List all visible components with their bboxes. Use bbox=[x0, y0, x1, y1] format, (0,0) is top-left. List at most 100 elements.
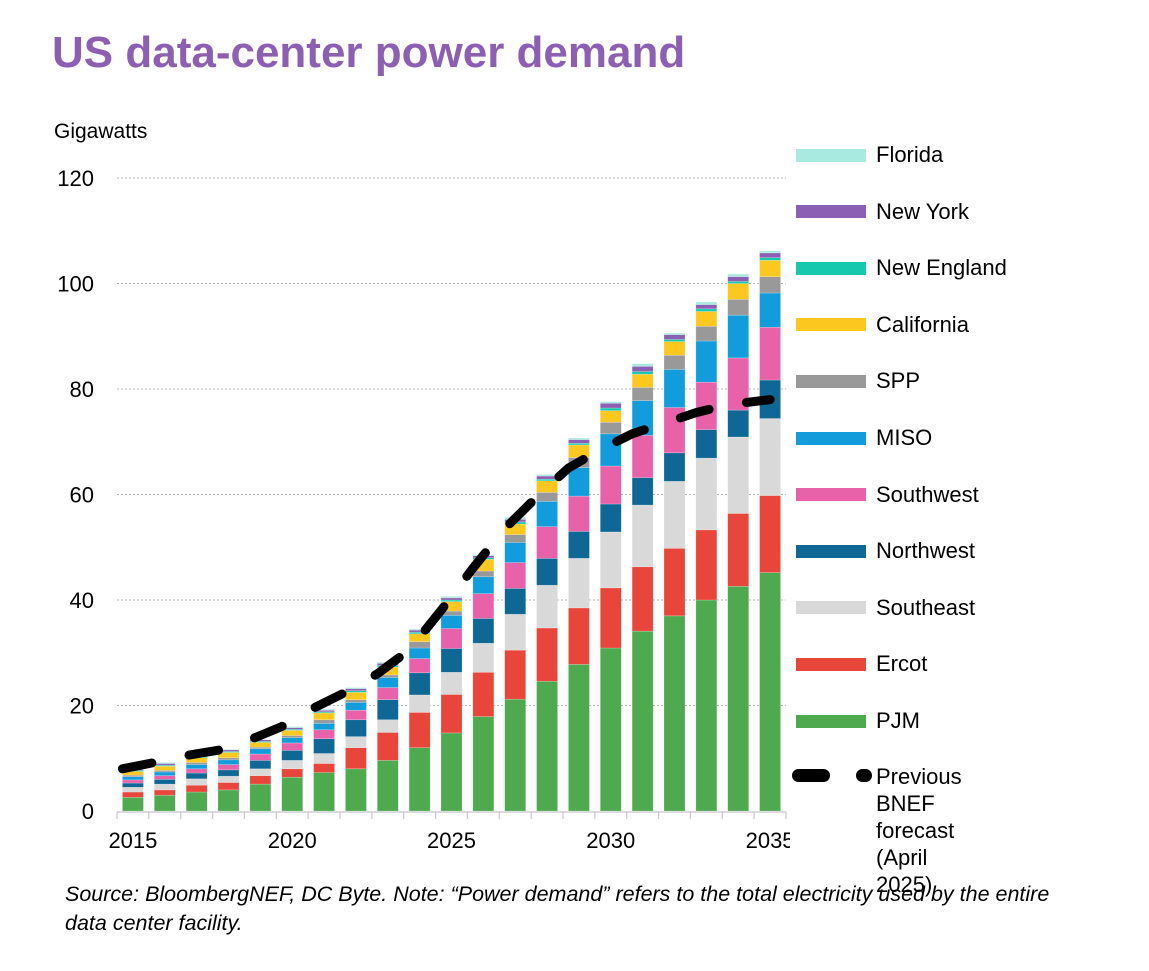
bar-segment-southeast bbox=[472, 642, 495, 673]
bar-segment-southwest bbox=[376, 687, 399, 701]
bar-segment-northwest bbox=[568, 531, 590, 559]
legend-label: Southeast bbox=[876, 594, 976, 620]
bar-segment-ercot bbox=[631, 566, 654, 632]
bar-segment-miso bbox=[313, 723, 335, 731]
bar-segment-ercot bbox=[536, 627, 558, 682]
bar-segment-ercot bbox=[345, 747, 367, 770]
bar-segment-ercot bbox=[440, 694, 463, 734]
bar-stack-2031 bbox=[631, 363, 654, 812]
bar-segment-northwest bbox=[313, 738, 335, 754]
bar-segment-new-york bbox=[536, 475, 558, 480]
bar-segment-ercot bbox=[408, 712, 431, 748]
bar-segment-southeast bbox=[695, 457, 718, 531]
legend-swatch bbox=[796, 714, 866, 728]
bar-segment-california bbox=[345, 692, 367, 700]
legend-swatch bbox=[796, 544, 866, 558]
x-tick-label: 2025 bbox=[427, 828, 476, 853]
bar-segment-pjm bbox=[217, 789, 240, 812]
bar-segment-pjm bbox=[536, 680, 558, 812]
bar-segment-spp bbox=[185, 762, 208, 765]
y-tick-label: 40 bbox=[70, 588, 94, 613]
bar-segment-pjm bbox=[408, 747, 431, 812]
legend-label: Ercot bbox=[876, 651, 928, 677]
bar-segment-new-england bbox=[727, 281, 750, 284]
bar-segment-northwest bbox=[663, 452, 686, 482]
bar-segment-southwest bbox=[281, 742, 304, 751]
bar-segment-miso bbox=[695, 340, 718, 383]
bar-segment-new-york bbox=[631, 366, 654, 372]
y-axis-label: Gigawatts bbox=[54, 120, 148, 143]
bar-stack-2019 bbox=[249, 739, 272, 812]
bar-segment-pjm bbox=[440, 732, 463, 812]
bar-segment-pjm bbox=[249, 783, 272, 812]
bar-segment-miso bbox=[153, 771, 176, 776]
bar-segment-new-england bbox=[631, 371, 654, 375]
bar-segment-pjm bbox=[122, 796, 144, 812]
bar-segment-southwest bbox=[249, 753, 272, 761]
bar-stack-2016 bbox=[153, 762, 176, 812]
bar-segment-southwest bbox=[122, 779, 144, 784]
bar-segment-ercot bbox=[727, 513, 750, 587]
bar-segment-ercot bbox=[249, 775, 272, 785]
bar-segment-california bbox=[631, 373, 654, 388]
bar-segment-spp bbox=[695, 325, 718, 342]
bar-segment-ercot bbox=[185, 784, 208, 793]
bar-segment-northwest bbox=[440, 648, 463, 673]
bar-segment-florida bbox=[536, 474, 558, 477]
bar-segment-southwest bbox=[536, 526, 558, 559]
x-tick-label: 2035 bbox=[746, 828, 790, 853]
bar-segment-florida bbox=[759, 250, 781, 254]
bar-segment-ercot bbox=[695, 529, 718, 601]
bar-segment-spp bbox=[504, 534, 527, 543]
bar-segment-ercot bbox=[122, 791, 144, 798]
bar-segment-california bbox=[536, 480, 558, 493]
bar-segment-spp bbox=[281, 735, 304, 738]
bar-segment-southwest bbox=[153, 775, 176, 780]
bar-segment-southeast bbox=[313, 753, 335, 764]
legend-item: Southwest bbox=[796, 480, 979, 510]
bar-segment-florida bbox=[153, 762, 176, 764]
bar-segment-ercot bbox=[153, 789, 176, 796]
y-axis-ticks: 0 20 40 60 80 100 120 bbox=[57, 166, 94, 824]
bar-segment-miso bbox=[408, 647, 431, 659]
bar-segment-pjm bbox=[727, 585, 750, 812]
previous-forecast-line bbox=[117, 395, 775, 774]
bar-segment-southwest bbox=[568, 495, 590, 532]
bar-segment-miso bbox=[281, 737, 304, 744]
bar-segment-pjm bbox=[504, 698, 527, 812]
legend-item: Ercot bbox=[796, 649, 927, 679]
bar-segment-northwest bbox=[376, 699, 399, 721]
legend-label: Previous BNEF forecast (April 2025) bbox=[876, 763, 962, 897]
bar-segment-southeast bbox=[504, 613, 527, 651]
bar-segment-california bbox=[249, 742, 272, 748]
bar-segment-northwest bbox=[153, 779, 176, 785]
bar-segment-miso bbox=[376, 677, 399, 688]
bar-segment-southeast bbox=[568, 558, 590, 609]
bar-stack-2020 bbox=[281, 726, 304, 812]
bar-segment-california bbox=[408, 633, 431, 642]
bar-segment-northwest bbox=[217, 769, 240, 777]
bar-segment-northwest bbox=[727, 409, 750, 438]
bar-segment-miso bbox=[249, 748, 272, 755]
y-tick-label: 20 bbox=[70, 694, 94, 719]
bar-segment-new-york bbox=[568, 439, 590, 444]
bar-stack-2030 bbox=[599, 401, 622, 812]
legend-swatch bbox=[796, 261, 866, 275]
y-tick-label: 120 bbox=[57, 166, 94, 191]
bar-segment-spp bbox=[631, 387, 654, 401]
bar-segment-spp bbox=[408, 641, 431, 649]
bar-segment-miso bbox=[440, 614, 463, 629]
bar-segment-california bbox=[727, 283, 750, 300]
bar-segment-spp bbox=[599, 421, 622, 435]
bar-segment-northwest bbox=[249, 760, 272, 770]
bar-segment-southwest bbox=[759, 326, 781, 381]
legend-label: MISO bbox=[876, 425, 933, 450]
bar-segment-southeast bbox=[281, 760, 304, 770]
bar-segment-southeast bbox=[759, 418, 781, 496]
bar-stack-2033 bbox=[695, 301, 718, 812]
bar-segment-spp bbox=[472, 570, 495, 578]
bar-segment-ercot bbox=[281, 768, 304, 778]
bar-segment-spp bbox=[153, 770, 176, 773]
bar-segment-northwest bbox=[472, 618, 495, 644]
legend-item: Southeast bbox=[796, 593, 975, 623]
